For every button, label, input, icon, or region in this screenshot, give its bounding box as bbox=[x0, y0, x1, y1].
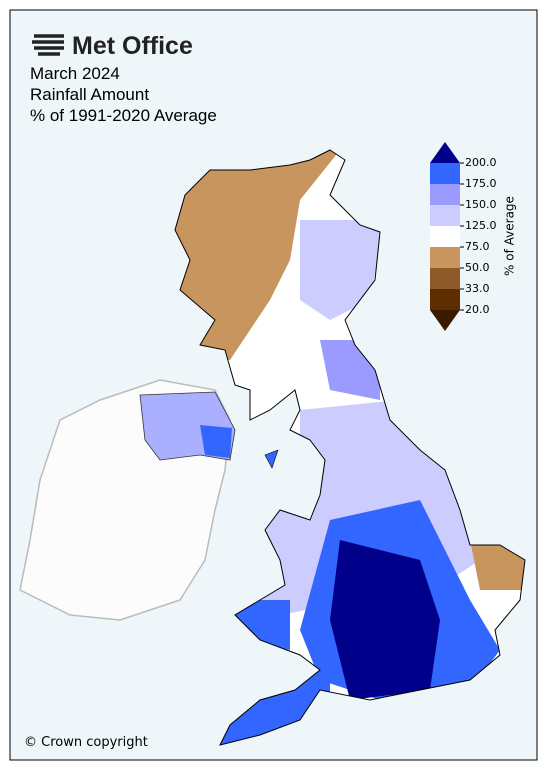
highlands-dry bbox=[175, 150, 340, 360]
colorbar-band bbox=[430, 289, 460, 310]
title-line: March 2024 bbox=[30, 64, 120, 83]
colorbar-band bbox=[430, 247, 460, 268]
isle-of-man bbox=[264, 449, 279, 469]
colorbar-tick-label: 200.0 bbox=[465, 156, 497, 169]
title-line: Rainfall Amount bbox=[30, 85, 149, 104]
colorbar-band bbox=[430, 184, 460, 205]
colorbar-under bbox=[430, 310, 460, 331]
copyright: © Crown copyright bbox=[24, 735, 148, 750]
colorbar-tick-label: 50.0 bbox=[465, 261, 490, 274]
logo: Met Office bbox=[32, 32, 193, 60]
logo-icon bbox=[32, 34, 64, 56]
colorbar-tick-label: 20.0 bbox=[465, 303, 490, 316]
colorbar-over bbox=[430, 142, 460, 163]
central-very-wet bbox=[330, 540, 440, 700]
colorbar-tick-label: 175.0 bbox=[465, 177, 497, 190]
colorbar-label: % of Average bbox=[503, 196, 517, 276]
colorbar: 20.0 33.0 50.0 75.0 125.0 150.0 175.0 200.0 bbox=[430, 142, 497, 331]
northern-ireland-wet bbox=[200, 425, 232, 458]
colorbar-band bbox=[430, 163, 460, 184]
gb-coastline bbox=[174, 149, 526, 746]
colorbar-band bbox=[430, 226, 460, 247]
colorbar-band bbox=[430, 268, 460, 289]
colorbar-tick-label: 33.0 bbox=[465, 282, 490, 295]
colorbar-tick-label: 125.0 bbox=[465, 219, 497, 232]
colorbar-tick-label: 75.0 bbox=[465, 240, 490, 253]
logo-text: Met Office bbox=[72, 32, 193, 60]
colorbar-band bbox=[430, 205, 460, 226]
colorbar-tick-label: 150.0 bbox=[465, 198, 497, 211]
title-line: % of 1991-2020 Average bbox=[30, 106, 217, 125]
